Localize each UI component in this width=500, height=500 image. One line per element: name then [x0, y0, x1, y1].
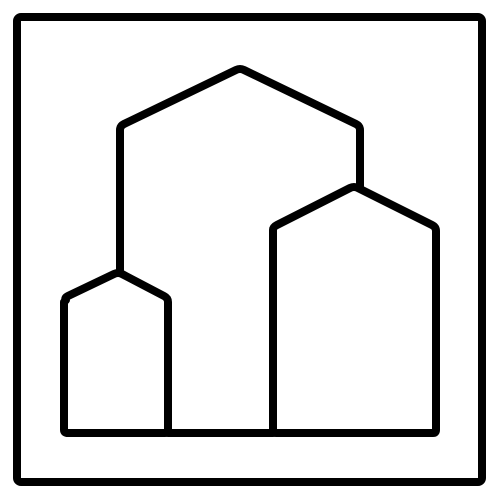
frame-border [13, 13, 486, 486]
building-small-left [60, 269, 172, 437]
building-right [269, 183, 440, 437]
building-tall-center [116, 65, 364, 274]
